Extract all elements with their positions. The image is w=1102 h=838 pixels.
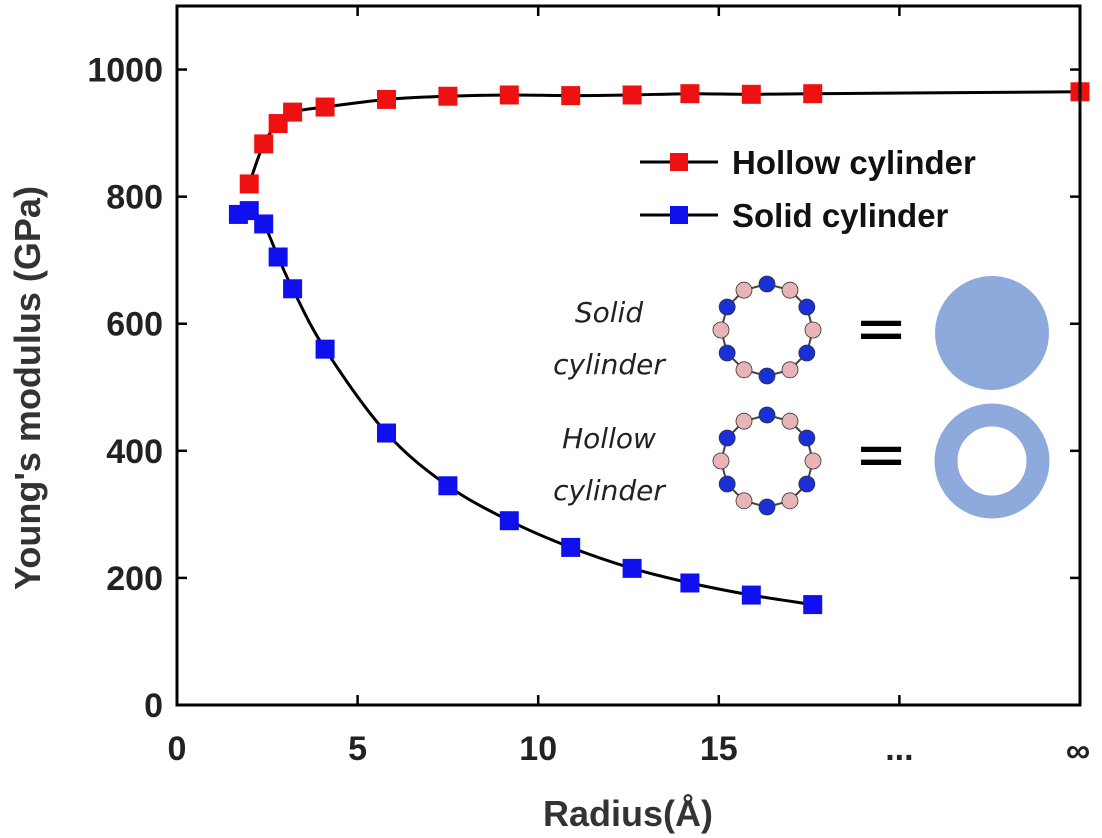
inset-solid-equals: = bbox=[854, 292, 908, 366]
atom bbox=[718, 344, 736, 362]
atom bbox=[735, 412, 753, 430]
atom bbox=[758, 275, 776, 293]
atom bbox=[804, 452, 822, 470]
data-point-series-1 bbox=[499, 511, 519, 531]
atom bbox=[712, 452, 730, 470]
atom bbox=[712, 321, 730, 339]
inset-illustration: Solid cylinder = Hollow cylinder = bbox=[553, 275, 1050, 519]
y-tick-label: 200 bbox=[106, 560, 163, 598]
atom bbox=[718, 475, 736, 493]
inset-hollow-label-line2: cylinder bbox=[553, 474, 666, 507]
data-point-series-1 bbox=[268, 247, 288, 267]
atom bbox=[735, 361, 753, 379]
legend-marker-hollow bbox=[670, 153, 688, 171]
data-point-series-0 bbox=[622, 85, 642, 105]
inset-solid-label-line1: Solid bbox=[575, 296, 643, 329]
y-tick-label: 400 bbox=[106, 433, 163, 471]
data-point-series-1 bbox=[803, 595, 823, 615]
data-point-series-1 bbox=[741, 585, 761, 605]
atom bbox=[781, 412, 799, 430]
inset-solid-label-line2: cylinder bbox=[553, 348, 666, 381]
data-point-series-0 bbox=[438, 86, 458, 106]
atom bbox=[781, 492, 799, 510]
data-point-series-1 bbox=[376, 423, 396, 443]
data-point-series-0 bbox=[239, 174, 259, 194]
atom bbox=[781, 281, 799, 299]
x-tick-label: ... bbox=[885, 730, 913, 768]
plot-frame bbox=[175, 4, 1082, 707]
atom bbox=[798, 298, 816, 316]
atomic-ring-hollow bbox=[712, 406, 822, 516]
x-axis-label: Radius(Å) bbox=[543, 793, 713, 834]
data-point-series-1 bbox=[680, 573, 700, 593]
x-tick-label: 15 bbox=[700, 730, 738, 768]
x-tick-label: 10 bbox=[519, 730, 557, 768]
data-point-series-0 bbox=[376, 89, 396, 109]
atom bbox=[758, 367, 776, 385]
data-point-series-0 bbox=[283, 102, 303, 122]
series-line-1 bbox=[237, 208, 813, 607]
legend-entry-solid: Solid cylinder bbox=[640, 197, 949, 234]
x-tick-labels: 0 5 10 15... ∞ bbox=[168, 730, 1091, 770]
data-point-series-1 bbox=[239, 201, 259, 221]
x-tick-label: 0 bbox=[168, 730, 187, 768]
data-point-series-1 bbox=[283, 279, 303, 299]
data-point-series-0 bbox=[741, 84, 761, 104]
legend: Hollow cylinder Solid cylinder bbox=[640, 144, 976, 234]
inset-hollow-label-line1: Hollow bbox=[562, 422, 656, 455]
atom bbox=[718, 298, 736, 316]
filled-circle-shape bbox=[935, 276, 1049, 390]
data-point-series-1 bbox=[315, 339, 335, 359]
atom bbox=[798, 344, 816, 362]
series-markers bbox=[228, 82, 1090, 615]
y-tick-label: 1000 bbox=[87, 52, 163, 90]
atomic-ring-solid bbox=[712, 275, 822, 385]
y-tick-labels: 0 200 400 600 800 1000 bbox=[87, 52, 163, 725]
y-tick-label: 600 bbox=[106, 306, 163, 344]
atom bbox=[758, 498, 776, 516]
legend-label-solid: Solid cylinder bbox=[732, 197, 949, 234]
atom bbox=[758, 406, 776, 424]
data-point-series-0 bbox=[315, 97, 335, 117]
atom bbox=[798, 429, 816, 447]
atom bbox=[804, 321, 822, 339]
legend-marker-solid bbox=[670, 206, 688, 224]
ring-shape bbox=[934, 403, 1050, 519]
x-tick-label: ∞ bbox=[1066, 732, 1090, 770]
data-point-series-1 bbox=[438, 476, 458, 496]
data-point-series-0 bbox=[561, 86, 581, 106]
y-tick-label: 0 bbox=[144, 687, 163, 725]
data-point-series-0 bbox=[268, 114, 288, 134]
atom bbox=[718, 429, 736, 447]
atom bbox=[781, 361, 799, 379]
data-point-series-1 bbox=[254, 214, 274, 234]
x-tick-label: 5 bbox=[348, 730, 367, 768]
inset-hollow-equals: = bbox=[854, 418, 908, 492]
y-tick-label: 800 bbox=[106, 179, 163, 217]
data-point-series-1 bbox=[622, 558, 642, 578]
atom bbox=[798, 475, 816, 493]
data-point-series-1 bbox=[561, 537, 581, 557]
data-point-series-0 bbox=[803, 84, 823, 104]
legend-label-hollow: Hollow cylinder bbox=[732, 144, 976, 181]
atom bbox=[735, 492, 753, 510]
data-point-series-0 bbox=[499, 85, 519, 105]
y-axis-label: Young's modulus (GPa) bbox=[7, 186, 48, 590]
data-point-series-0 bbox=[254, 134, 274, 154]
atom bbox=[735, 281, 753, 299]
legend-entry-hollow: Hollow cylinder bbox=[640, 144, 976, 181]
data-point-series-0 bbox=[680, 84, 700, 104]
